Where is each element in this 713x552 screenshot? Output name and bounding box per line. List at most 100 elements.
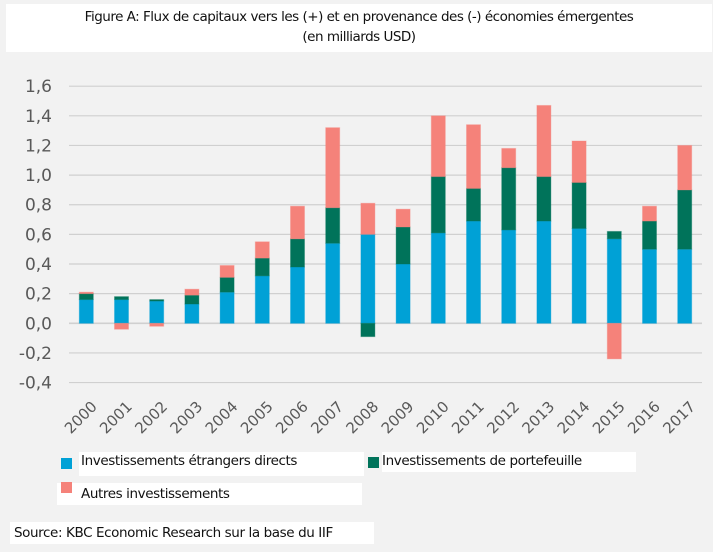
bar-segment-other: [219, 265, 235, 278]
bar-segment-fdi: [395, 263, 411, 324]
bar-segment-fdi: [254, 275, 270, 324]
legend-label-portfolio: Investissements de portefeuille: [382, 453, 582, 469]
bar-segment-fdi: [78, 299, 94, 324]
x-tick-label: 2001: [96, 398, 136, 438]
bar-segment-portfolio: [149, 299, 165, 302]
bar-segment-portfolio: [571, 182, 587, 229]
bar-segment-fdi: [219, 291, 235, 324]
bar-segment-portfolio: [395, 226, 411, 265]
y-tick-label: 0,8: [25, 196, 52, 216]
x-tick-label: 2014: [554, 398, 594, 438]
bar-segment-fdi: [114, 299, 129, 324]
bar-segment-other: [149, 322, 165, 327]
bar-segment-fdi: [466, 220, 481, 324]
bar-segment-fdi: [149, 300, 165, 324]
y-tick-label: 1,2: [25, 136, 52, 156]
x-tick-label: 2016: [624, 398, 664, 438]
chart-subtitle: (en milliards USD): [302, 29, 416, 45]
bar-segment-portfolio: [677, 189, 693, 250]
x-tick-label: 2002: [131, 398, 171, 438]
x-tick-label: 2017: [659, 398, 699, 438]
bar-segment-portfolio: [430, 176, 446, 234]
bar-segment-portfolio: [466, 187, 481, 222]
x-tick-label: 2000: [61, 398, 101, 438]
bar-segment-fdi: [360, 233, 376, 324]
bar-segment-other: [430, 115, 446, 178]
y-axis-ticks: -0,4 -0,2 0,0 0,2 0,4 0,6 0,8 1,0 1,2 1,4 1,6: [19, 77, 52, 393]
x-tick-label: 2013: [519, 398, 559, 438]
bar-segment-portfolio: [642, 220, 657, 250]
y-tick-label: 0,6: [25, 225, 52, 245]
bar-segment-other: [501, 147, 517, 169]
x-tick-label: 2006: [272, 398, 312, 438]
legend-item-other-box: Autres investissements: [57, 482, 362, 505]
bar-segment-fdi: [501, 229, 517, 324]
legend-item-portfolio-box: Investissements de portefeuille: [368, 452, 636, 472]
legend-swatch-fdi: [61, 458, 72, 469]
y-tick-label: 0,0: [25, 314, 52, 334]
bar-segment-portfolio: [254, 257, 270, 277]
bar-segment-other: [184, 288, 200, 296]
bar-segment-other: [536, 104, 552, 178]
bar-segment-other: [466, 124, 481, 189]
x-tick-label: 2009: [378, 398, 418, 438]
legend-swatch-other: [61, 482, 72, 493]
bar-segment-fdi: [677, 248, 693, 324]
legend-swatch-portfolio: [368, 457, 379, 468]
source-note: Source: KBC Economic Research sur la bas…: [14, 525, 333, 541]
bar-segment-other: [571, 140, 587, 184]
bar-segment-fdi: [536, 220, 552, 324]
y-tick-label: 0,4: [25, 255, 52, 275]
bar-segment-portfolio: [290, 238, 305, 268]
bar-segment-portfolio: [536, 176, 552, 222]
bar-segment-fdi: [290, 266, 305, 324]
bar-segment-portfolio: [501, 167, 517, 231]
bar-segment-fdi: [571, 227, 587, 324]
chart-title: Figure A: Flux de capitaux vers les (+) …: [84, 9, 634, 25]
bar-segment-portfolio: [78, 293, 94, 301]
bar-segment-fdi: [325, 242, 341, 324]
bar-segment-fdi: [606, 238, 622, 324]
legend-label-fdi: Investissements étrangers directs: [81, 453, 298, 469]
x-tick-label: 2015: [589, 398, 629, 438]
legend-item-fdi-box: Investissements étrangers directs: [61, 452, 364, 476]
bar-segment-portfolio: [114, 296, 129, 301]
bar-segment-other: [290, 205, 305, 240]
chart-title-box: Figure A: Flux de capitaux vers les (+) …: [6, 4, 712, 52]
bar-segment-portfolio: [219, 276, 235, 293]
bar-segment-portfolio: [184, 294, 200, 305]
bar-segment-other: [606, 322, 622, 360]
bars: [78, 104, 693, 360]
x-tick-label: 2003: [167, 398, 207, 438]
x-tick-label: 2007: [307, 398, 347, 438]
y-tick-label: 1,6: [25, 77, 52, 97]
gridlines: [69, 85, 702, 384]
bar-segment-portfolio: [325, 207, 341, 244]
bar-segment-fdi: [642, 248, 657, 324]
bar-segment-portfolio: [360, 322, 376, 338]
y-tick-label: -0,4: [19, 374, 52, 394]
y-tick-label: 0,2: [25, 285, 52, 305]
x-tick-label: 2011: [448, 398, 488, 438]
bar-segment-other: [360, 202, 376, 235]
bar-segment-fdi: [430, 232, 446, 324]
y-tick-label: -0,2: [19, 344, 52, 364]
x-tick-label: 2012: [483, 398, 523, 438]
bar-segment-other: [642, 205, 657, 222]
x-axis-ticks: 2000200120022003200420052006200720082009…: [61, 398, 699, 438]
x-tick-label: 2005: [237, 398, 277, 438]
bar-segment-other: [114, 322, 129, 330]
source-box: Source: KBC Economic Research sur la bas…: [10, 522, 374, 544]
legend-label-other: Autres investissements: [81, 486, 230, 502]
bar-segment-fdi: [184, 303, 200, 324]
bar-segment-other: [677, 144, 693, 191]
bar-segment-portfolio: [606, 230, 622, 240]
y-tick-label: 1,4: [25, 107, 52, 127]
y-tick-label: 1,0: [25, 166, 52, 186]
bar-segment-other: [78, 291, 94, 295]
bar-segment-other: [254, 241, 270, 259]
bar-segment-other: [395, 208, 411, 228]
x-tick-label: 2008: [343, 398, 383, 438]
x-tick-label: 2004: [202, 398, 242, 438]
